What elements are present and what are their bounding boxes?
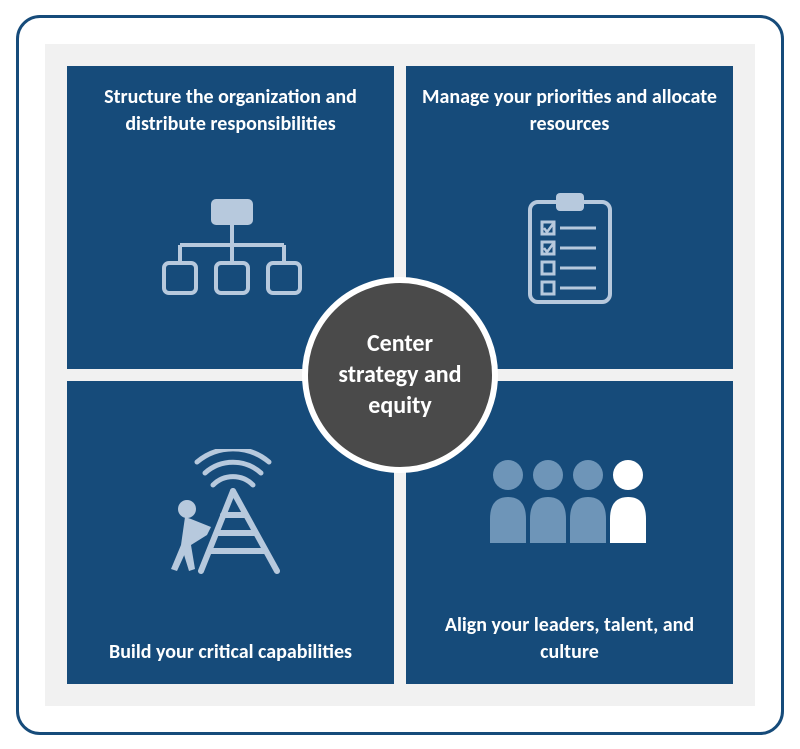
quadrant-label: Structure the organization and distribut… [81,84,380,138]
center-circle: Center strategy and equity [302,277,498,473]
quadrant-label: Build your critical capabilities [109,639,352,666]
center-label: Center strategy and equity [326,328,474,422]
clipboard-checklist-icon [522,148,618,351]
people-group-icon [480,399,660,602]
inner-panel: Structure the organization and distribut… [45,44,755,706]
outer-frame: Structure the organization and distribut… [16,15,784,735]
quadrant-label: Align your leaders, talent, and culture [420,612,719,666]
antenna-tower-icon [161,399,301,629]
quadrant-label: Manage your priorities and allocate reso… [420,84,719,138]
org-chart-icon [156,148,306,351]
